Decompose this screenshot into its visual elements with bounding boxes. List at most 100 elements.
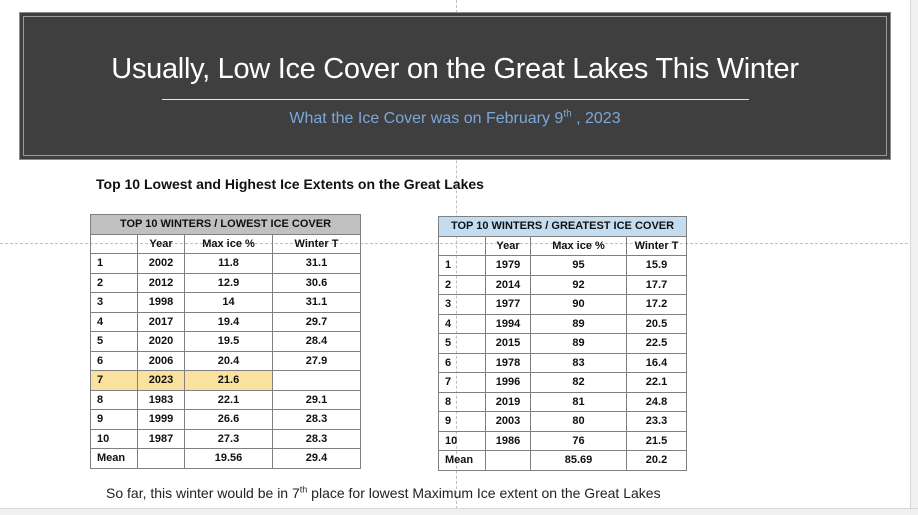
year-cell: 2006 [137,350,185,371]
max-ice-cell: 76 [530,430,627,451]
year-cell: 1998 [137,292,185,313]
mean-label-cell: Mean [90,448,138,469]
rank-cell: 1 [438,255,486,276]
max-ice-cell: 85.69 [530,450,627,471]
max-ice-cell: 90 [530,294,627,315]
year-cell: 1977 [485,294,531,315]
table-row: 1 2002 11.8 31.1 [90,253,362,274]
max-ice-cell: 83 [530,352,627,373]
year-cell: 1983 [137,389,185,410]
rank-cell: 4 [90,311,138,332]
winter-temp-cell: 20.5 [625,313,688,334]
winter-temp-cell: 31.1 [271,253,362,274]
winter-temp-cell: 23.3 [625,411,688,432]
winter-temp-cell: 27.9 [271,350,362,371]
lowest-table-header: TOP 10 WINTERS / LOWEST ICE COVER [89,214,362,235]
table-row: 2 2014 92 17.7 [438,274,688,295]
rank-cell: 5 [90,331,138,352]
max-ice-cell: 89 [530,313,627,334]
year-cell: 2020 [137,331,185,352]
max-ice-cell: 11.8 [184,253,273,274]
table-row: 3 1998 14 31.1 [90,292,362,313]
window-bottom-edge [0,508,918,515]
rank-cell: 7 [90,370,138,391]
table-row: 1 1979 95 15.9 [438,255,688,276]
winter-temp-cell: 16.4 [625,352,688,373]
banner-subtitle: What the Ice Cover was on February 9th ,… [20,109,890,128]
max-ice-cell: 92 [530,274,627,295]
winter-temp-cell: 21.5 [625,430,688,451]
rank-cell: 3 [90,292,138,313]
table-row: 10 1987 27.3 28.3 [90,428,362,449]
max-ice-cell: 19.4 [184,311,273,332]
rank-cell: 7 [438,372,486,393]
rank-cell: 6 [90,350,138,371]
banner-inner-border [23,16,887,156]
year-cell: 1986 [485,430,531,451]
max-ice-cell: 21.6 [184,370,273,391]
rank-cell: 1 [90,253,138,274]
column-header: Max ice % [184,233,273,254]
max-ice-cell: 82 [530,372,627,393]
winter-temp-cell: 28.4 [271,331,362,352]
year-cell: 1987 [137,428,185,449]
column-header [90,233,138,254]
winter-temp-cell [271,370,362,391]
subtitle-main: What the Ice Cover was on February 9 [289,110,564,127]
year-cell: 1996 [485,372,531,393]
year-cell: 2014 [485,274,531,295]
max-ice-cell: 20.4 [184,350,273,371]
winter-temp-cell: 22.1 [625,372,688,393]
year-cell: 2012 [137,272,185,293]
table-row: 9 1999 26.6 28.3 [90,409,362,430]
rank-cell: 3 [438,294,486,315]
table-row: 3 1977 90 17.2 [438,294,688,315]
mean-row: Mean 19.56 29.4 [90,448,362,469]
footnote: So far, this winter would be in 7th plac… [106,485,661,501]
column-header: Year [137,233,185,254]
table-row: 5 2020 19.5 28.4 [90,331,362,352]
winter-temp-cell: 22.5 [625,333,688,354]
footnote-superscript: th [299,484,308,495]
year-cell: 1979 [485,255,531,276]
lowest-table-column-headers: Year Max ice % Winter T [90,233,362,254]
table-row: 9 2003 80 23.3 [438,411,688,432]
table-row: 4 2017 19.4 29.7 [90,311,362,332]
year-cell: 1978 [485,352,531,373]
table-row: 2 2012 12.9 30.6 [90,272,362,293]
table-row: 8 2019 81 24.8 [438,391,688,412]
rank-cell: 9 [90,409,138,430]
max-ice-cell: 12.9 [184,272,273,293]
column-header: Winter T [625,235,688,256]
year-cell [137,448,185,469]
title-banner: Usually, Low Ice Cover on the Great Lake… [19,12,891,160]
max-ice-cell: 22.1 [184,389,273,410]
column-header [438,235,486,256]
year-cell: 2023 [137,370,185,391]
year-cell: 1999 [137,409,185,430]
column-header: Winter T [271,233,362,254]
year-cell: 1994 [485,313,531,334]
section-title: Top 10 Lowest and Highest Ice Extents on… [96,176,484,192]
rank-cell: 9 [438,411,486,432]
greatest-table-column-headers: Year Max ice % Winter T [438,235,688,256]
winter-temp-cell: 29.1 [271,389,362,410]
winter-temp-cell: 31.1 [271,292,362,313]
mean-label-cell: Mean [438,450,486,471]
table-row: 8 1983 22.1 29.1 [90,389,362,410]
greatest-ice-table: TOP 10 WINTERS / GREATEST ICE COVER Year… [437,216,688,471]
max-ice-cell: 80 [530,411,627,432]
rank-cell: 8 [90,389,138,410]
rank-cell: 8 [438,391,486,412]
max-ice-cell: 26.6 [184,409,273,430]
rank-cell: 2 [90,272,138,293]
rank-cell: 6 [438,352,486,373]
lowest-ice-table: TOP 10 WINTERS / LOWEST ICE COVER Year M… [89,214,362,469]
winter-temp-cell: 20.2 [625,450,688,471]
table-row: 10 1986 76 21.5 [438,430,688,451]
winter-temp-cell: 15.9 [625,255,688,276]
rank-cell: 4 [438,313,486,334]
max-ice-cell: 19.5 [184,331,273,352]
max-ice-cell: 95 [530,255,627,276]
year-cell: 2015 [485,333,531,354]
